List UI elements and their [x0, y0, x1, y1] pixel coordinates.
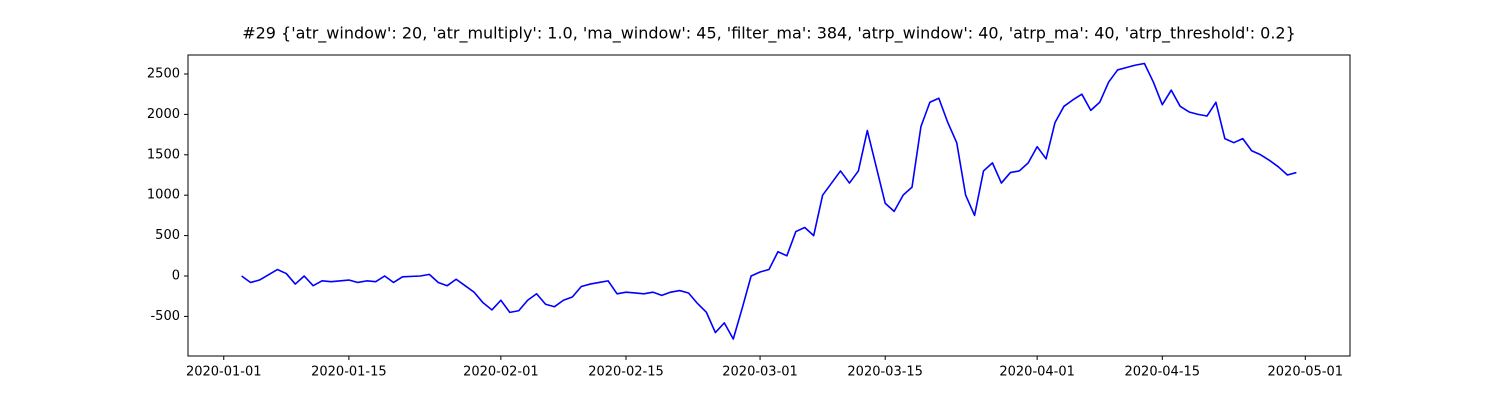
y-tick-label: -500 — [150, 309, 180, 324]
y-tick-label: 2500 — [147, 66, 180, 81]
plot-frame — [187, 54, 1351, 357]
y-tick-label: 1000 — [147, 188, 180, 203]
line-series — [241, 62, 1297, 340]
chart-title: #29 {'atr_window': 20, 'atr_multiply': 1… — [242, 24, 1296, 44]
x-tick-label: 2020-05-01 — [1268, 365, 1344, 380]
y-tick-label: 500 — [155, 228, 180, 243]
x-tick-label: 2020-04-15 — [1125, 365, 1201, 380]
x-tick-label: 2020-02-15 — [588, 365, 664, 380]
y-tick-label: 2000 — [147, 107, 180, 122]
x-tick-label: 2020-03-01 — [722, 365, 798, 380]
y-tick-label: 1500 — [147, 147, 180, 162]
x-tick-label: 2020-02-01 — [463, 365, 539, 380]
x-tick-label: 2020-01-15 — [311, 365, 387, 380]
x-tick-label: 2020-04-01 — [999, 365, 1075, 380]
y-tick-label: 0 — [172, 269, 180, 284]
x-tick-label: 2020-03-15 — [847, 365, 923, 380]
x-tick-label: 2020-01-01 — [186, 365, 262, 380]
